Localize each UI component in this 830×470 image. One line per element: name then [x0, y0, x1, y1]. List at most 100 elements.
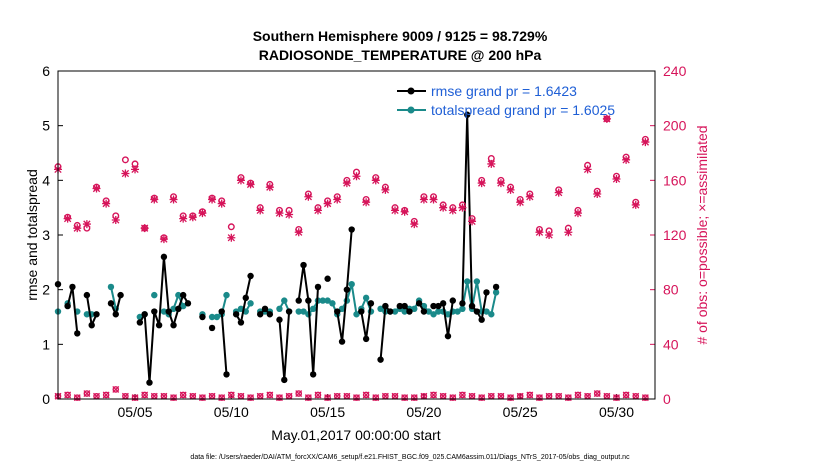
- obs-bottom-assimilated-point: [93, 392, 100, 400]
- obs-bottom-assimilated-point: [227, 391, 235, 399]
- obs-assimilated-point: [448, 206, 457, 215]
- obs-bottom-assimilated-point: [295, 390, 303, 397]
- rmse-point: [295, 297, 302, 304]
- y2-tick-label: 160: [663, 172, 687, 188]
- rmse-point: [88, 322, 95, 329]
- obs-bottom-assimilated-point: [247, 394, 255, 402]
- obs-assimilated-point: [612, 174, 621, 183]
- obs-bottom-possible-point: [266, 391, 274, 399]
- obs-assimilated-point: [179, 214, 188, 223]
- rmse-point: [170, 322, 177, 329]
- totalspread-point: [276, 305, 283, 312]
- obs-bottom-possible-point: [574, 391, 582, 399]
- obs-bottom-possible-point: [102, 391, 110, 399]
- rmse-point: [367, 300, 375, 307]
- obs-assimilated-point: [121, 169, 130, 178]
- rmse-point: [464, 111, 471, 118]
- obs-assimilated-point: [217, 199, 226, 208]
- obs-assimilated-point: [362, 198, 371, 207]
- obs-bottom-possible-point: [372, 394, 380, 401]
- series-group: [54, 111, 500, 386]
- totalspread-point: [401, 308, 408, 315]
- totalspread-point: [281, 297, 288, 304]
- totalspread-point: [213, 313, 221, 321]
- obs-assimilated-point: [294, 228, 303, 237]
- obs-bottom-assimilated-point: [430, 391, 437, 399]
- obs-bottom-possible-point: [295, 390, 303, 397]
- rmse-point: [324, 275, 331, 282]
- obs-assimilated-point: [159, 235, 168, 244]
- obs-group: [54, 114, 650, 402]
- obs-bottom-possible-point: [218, 394, 225, 401]
- rmse-point: [146, 379, 153, 386]
- obs-assimilated-point: [92, 184, 101, 193]
- obs-bottom-possible-point: [131, 394, 139, 401]
- rmse-point: [184, 300, 192, 307]
- y2-tick-label: 200: [663, 118, 687, 134]
- obs-bottom-assimilated-point: [160, 392, 168, 400]
- totalspread-point: [208, 313, 216, 321]
- obs-bottom-assimilated-point: [401, 394, 409, 402]
- obs-assimilated-point: [468, 217, 477, 226]
- obs-bottom-assimilated-point: [574, 391, 582, 399]
- obs-bottom-assimilated-point: [324, 394, 332, 402]
- rmse-point: [266, 311, 274, 318]
- obs-assimilated-point: [150, 195, 159, 204]
- totalspread-point: [483, 308, 490, 315]
- obs-bottom-possible-point: [459, 391, 466, 399]
- obs-bottom-assimilated-point: [362, 391, 370, 399]
- x-tick-label: 05/30: [599, 404, 634, 420]
- obs-bottom-possible-point: [642, 394, 649, 401]
- rmse-point: [401, 302, 408, 310]
- obs-bottom-assimilated-point: [545, 392, 553, 400]
- x-tick-label: 05/05: [118, 404, 153, 420]
- totalspread-point: [425, 308, 432, 315]
- obs-assimilated-point: [304, 192, 313, 201]
- obs-assimilated-point: [545, 231, 554, 239]
- obs-assimilated-point: [102, 199, 111, 208]
- obs-bottom-assimilated-point: [584, 392, 592, 400]
- obs-assimilated-point: [496, 179, 505, 188]
- obs-bottom-possible-point: [228, 391, 235, 399]
- obs-assimilated-point: [602, 114, 611, 123]
- obs-assimilated-point: [246, 180, 255, 189]
- obs-bottom-assimilated-point: [353, 394, 360, 402]
- rmse-point: [136, 319, 144, 326]
- rmse-point: [107, 300, 115, 307]
- x-axis: 05/05 05/10 05/15 05/20 05/25 05/30: [118, 394, 634, 420]
- obs-bottom-assimilated-point: [276, 394, 283, 402]
- obs-bottom-possible-point: [73, 394, 81, 401]
- obs-bottom-assimilated-point: [458, 391, 466, 399]
- obs-assimilated-point: [140, 224, 149, 233]
- rmse-point: [377, 356, 384, 363]
- totalspread-point: [488, 311, 495, 318]
- rmse-point: [208, 324, 216, 332]
- rmse-point: [69, 283, 76, 291]
- obs-bottom-assimilated-point: [449, 394, 457, 402]
- rmse-point: [430, 302, 437, 310]
- obs-bottom-assimilated-point: [285, 392, 293, 400]
- obs-bottom-possible-point: [622, 391, 630, 399]
- obs-bottom-assimilated-point: [497, 392, 505, 400]
- obs-bottom-assimilated-point: [343, 392, 351, 400]
- rmse-point: [261, 305, 269, 312]
- obs-bottom-assimilated-point: [420, 392, 428, 400]
- rmse-point: [83, 291, 91, 299]
- y-tick-label: 4: [42, 172, 50, 188]
- obs-bottom-assimilated-point: [131, 394, 139, 402]
- rmse-point: [74, 330, 81, 337]
- totalspread-point: [319, 297, 326, 304]
- obs-bottom-assimilated-point: [73, 394, 81, 402]
- rmse-point: [232, 311, 240, 318]
- obs-assimilated-point: [410, 220, 419, 229]
- obs-bottom-possible-point: [536, 394, 543, 401]
- totalspread-line: [110, 286, 117, 310]
- obs-bottom-assimilated-point: [179, 391, 187, 399]
- obs-bottom-assimilated-point: [208, 392, 216, 400]
- obs-bottom-possible-point: [526, 391, 534, 399]
- y2-tick-label: 40: [663, 336, 679, 352]
- obs-bottom-assimilated-point: [333, 392, 341, 400]
- rmse-point: [257, 311, 264, 318]
- obs-bottom-assimilated-point: [622, 391, 630, 399]
